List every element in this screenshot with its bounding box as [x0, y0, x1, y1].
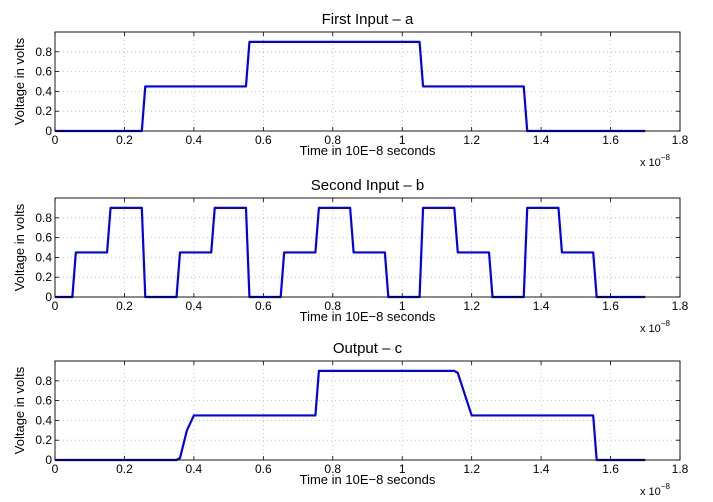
x-tick-label: 0.4	[186, 462, 203, 476]
plot-area	[55, 198, 680, 297]
x-axis-label: Time in 10E−8 seconds	[300, 143, 436, 158]
x-tick-label: 0	[52, 462, 59, 476]
x-tick-label: 1.6	[602, 133, 619, 147]
plot-area	[55, 361, 680, 460]
series-line	[55, 369, 646, 462]
x-tick-label: 1.2	[463, 299, 480, 313]
x-tick-label: 0.8	[324, 133, 341, 147]
series-line	[55, 206, 646, 299]
subplot-3: 0 0.2 0.4 0.6 0.8 1 1.2 1.4 1.6 1.8 0 0.2 0.4 0.6 0.8 O…	[12, 340, 689, 498]
x-tick-label: 1	[399, 299, 406, 313]
y-tick-label: 0.4	[35, 84, 52, 98]
chart-title: First Input – a	[322, 11, 414, 28]
x-tick-label: 0	[52, 133, 59, 147]
plot-area	[55, 32, 680, 131]
x-tick-label: 0.2	[116, 299, 133, 313]
x-tick-label: 0.4	[186, 299, 203, 313]
x-multiplier-exponent: −8	[661, 153, 671, 162]
series-line	[55, 40, 646, 133]
x-axis-multiplier: x 10−8	[640, 482, 670, 498]
x-axis-multiplier: x 10−8	[640, 319, 670, 335]
x-tick-label: 0.6	[255, 462, 272, 476]
x-axis-label: Time in 10E−8 seconds	[300, 309, 436, 324]
y-axis-label: Voltage in volts	[12, 366, 27, 454]
subplot-1: 0 0.2 0.4 0.6 0.8 1 1.2 1.4 1.6 1.8 0 0.2 0.4 0.6 0.8 F…	[12, 11, 689, 169]
x-multiplier-base: x 10	[640, 157, 661, 169]
x-tick-label: 1.2	[463, 462, 480, 476]
y-tick-label: 0.4	[35, 250, 52, 264]
y-tick-label: 0	[45, 290, 52, 304]
x-multiplier-base: x 10	[640, 323, 661, 335]
x-tick-label: 0.2	[116, 462, 133, 476]
axes-frame	[54, 31, 681, 132]
x-tick-label: 0.8	[324, 462, 341, 476]
y-tick-label: 0	[45, 124, 52, 138]
x-tick-label: 1	[399, 462, 406, 476]
x-tick-label: 0.8	[324, 299, 341, 313]
y-tick-label: 0.8	[35, 45, 52, 59]
y-tick-label: 0.8	[35, 374, 52, 388]
y-tick-label: 0.2	[35, 104, 52, 118]
x-tick-label: 1.6	[602, 299, 619, 313]
x-tick-label: 0.6	[255, 133, 272, 147]
y-tick-label: 0.2	[35, 270, 52, 284]
y-tick-label: 0	[45, 453, 52, 467]
x-multiplier-base: x 10	[640, 486, 661, 498]
axes-frame	[54, 197, 681, 298]
x-tick-label: 1.8	[672, 133, 689, 147]
x-tick-label: 0.4	[186, 133, 203, 147]
x-tick-label: 0.2	[116, 133, 133, 147]
x-tick-label: 1.4	[533, 299, 550, 313]
x-tick-label: 1	[399, 133, 406, 147]
x-multiplier-exponent: −8	[661, 482, 671, 491]
y-tick-label: 0.6	[35, 65, 52, 79]
x-tick-label: 1.2	[463, 133, 480, 147]
x-tick-label: 1.4	[533, 133, 550, 147]
y-tick-label: 0.2	[35, 433, 52, 447]
axes-frame	[54, 360, 681, 461]
x-tick-label: 0.6	[255, 299, 272, 313]
y-axis-label: Voltage in volts	[12, 37, 27, 125]
y-tick-label: 0.4	[35, 413, 52, 427]
chart-title: Output – c	[333, 340, 403, 357]
x-tick-label: 1.8	[672, 462, 689, 476]
x-tick-label: 1.8	[672, 299, 689, 313]
chart-title: Second Input – b	[311, 177, 424, 194]
x-axis-label: Time in 10E−8 seconds	[300, 472, 436, 487]
x-axis-multiplier: x 10−8	[640, 153, 670, 169]
x-tick-label: 0	[52, 299, 59, 313]
y-tick-label: 0.6	[35, 231, 52, 245]
y-axis-label: Voltage in volts	[12, 203, 27, 291]
y-tick-label: 0.6	[35, 394, 52, 408]
subplot-2: 0 0.2 0.4 0.6 0.8 1 1.2 1.4 1.6 1.8 0 0.2 0.4 0.6 0.8 S…	[12, 177, 689, 335]
x-tick-label: 1.6	[602, 462, 619, 476]
y-tick-label: 0.8	[35, 211, 52, 225]
x-tick-label: 1.4	[533, 462, 550, 476]
x-multiplier-exponent: −8	[661, 319, 671, 328]
